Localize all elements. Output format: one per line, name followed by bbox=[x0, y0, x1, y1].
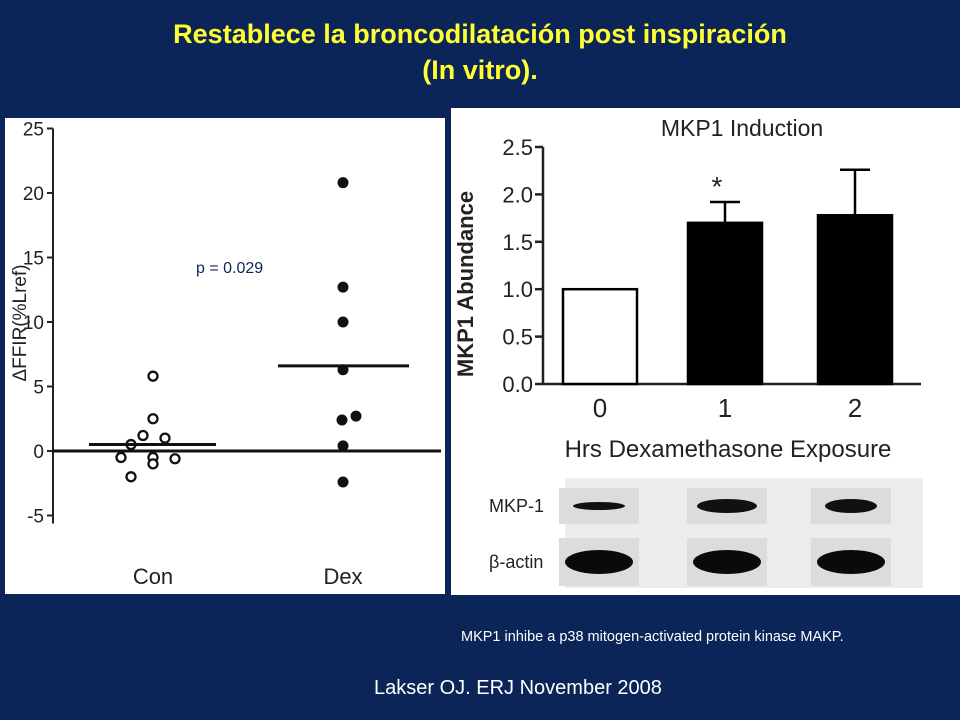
dex-data-point bbox=[337, 476, 349, 488]
dot-plot-y-tick-label: -5 bbox=[27, 507, 44, 528]
con-data-point bbox=[147, 370, 159, 382]
bar-chart-category-label: 1 bbox=[718, 393, 732, 423]
bar-chart-y-tick-label: 2.5 bbox=[502, 135, 533, 160]
dot-plot-category-label: Con bbox=[133, 564, 173, 589]
dex-data-point bbox=[336, 414, 348, 426]
con-data-point bbox=[169, 453, 181, 465]
dex-data-point bbox=[350, 410, 362, 422]
slide-title: Restablece la broncodilatación post insp… bbox=[0, 16, 960, 88]
bar-chart-x-label: Hrs Dexamethasone Exposure bbox=[565, 436, 892, 463]
p-value-annotation: p = 0.029 bbox=[196, 260, 263, 277]
bar-chart-y-tick-label: 1.5 bbox=[502, 230, 533, 255]
bar-chart-category-label: 0 bbox=[593, 393, 607, 423]
significance-marker: * bbox=[712, 171, 723, 202]
dot-plot-category-label: Dex bbox=[323, 564, 362, 589]
dot-plot-chart: -5 0 5 10 15 20 25 Con Dex ΔFFIR(%Lref) p = 0.02… bbox=[10, 120, 441, 589]
footnote: MKP1 inhibe a p38 mitogen-activated prot… bbox=[461, 629, 844, 645]
bar-chart-panel: MKP1 Induction MKP1 Abundance Hrs Dexame… bbox=[451, 108, 960, 595]
con-data-point bbox=[147, 413, 159, 425]
dex-data-point bbox=[337, 281, 349, 293]
actin-band bbox=[817, 550, 885, 574]
blot-row-label: MKP-1 bbox=[489, 496, 544, 516]
con-data-point bbox=[125, 471, 137, 483]
western-blot: MKP-1 β-actin bbox=[489, 478, 923, 588]
slide-title-line2: (In vitro). bbox=[422, 55, 538, 85]
con-data-point bbox=[115, 451, 127, 464]
dot-plot-y-tick-label: 20 bbox=[23, 184, 44, 205]
bar bbox=[816, 214, 894, 386]
bar-chart-y-tick-label: 1.0 bbox=[502, 277, 533, 302]
con-data-point bbox=[147, 458, 159, 470]
con-data-point bbox=[159, 432, 171, 444]
dot-plot-panel: -5 0 5 10 15 20 25 Con Dex ΔFFIR(%Lref) p = 0.02… bbox=[5, 118, 445, 594]
dot-plot-y-label: ΔFFIR(%Lref) bbox=[10, 264, 31, 381]
slide-title-line1: Restablece la broncodilatación post insp… bbox=[173, 19, 787, 49]
bar-chart-title: MKP1 Induction bbox=[661, 115, 823, 141]
mkp1-band bbox=[825, 499, 877, 513]
bar bbox=[561, 287, 639, 386]
dot-plot-y-tick-label: 25 bbox=[23, 120, 44, 141]
mkp1-bar-chart: MKP1 Induction MKP1 Abundance Hrs Dexame… bbox=[453, 115, 923, 588]
dot-plot-y-tick-label: 0 bbox=[33, 442, 44, 463]
blot-row-label: β-actin bbox=[489, 552, 543, 572]
actin-band bbox=[565, 550, 633, 574]
mkp1-band bbox=[573, 502, 625, 510]
mkp1-band bbox=[697, 499, 757, 513]
bar bbox=[686, 221, 764, 386]
bar-chart-y-tick-label: 0.5 bbox=[502, 325, 533, 350]
bar-chart-y-label: MKP1 Abundance bbox=[453, 191, 478, 377]
bar-chart-category-label: 2 bbox=[848, 393, 862, 423]
dex-data-point bbox=[337, 177, 349, 189]
dex-data-point bbox=[337, 316, 349, 328]
dot-plot-y-tick-label: 15 bbox=[23, 249, 44, 270]
dot-plot-y-tick-label: 5 bbox=[33, 378, 44, 399]
dex-data-point bbox=[337, 440, 349, 452]
citation: Lakser OJ. ERJ November 2008 bbox=[374, 677, 662, 699]
bar-chart-y-tick-label: 0.0 bbox=[502, 372, 533, 397]
con-data-point bbox=[137, 429, 149, 442]
dot-plot-y-tick-label: 10 bbox=[23, 313, 44, 334]
bar-chart-y-tick-label: 2.0 bbox=[502, 182, 533, 207]
actin-band bbox=[693, 550, 761, 574]
